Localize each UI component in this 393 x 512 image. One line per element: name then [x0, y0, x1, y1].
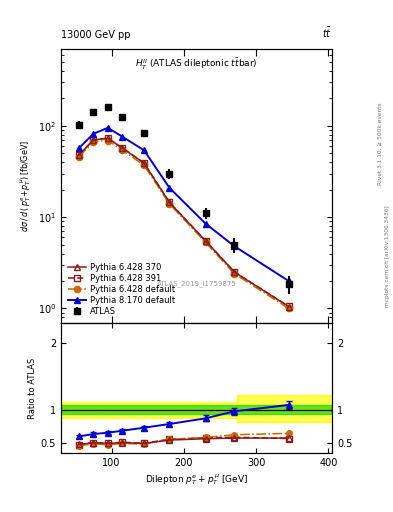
Line: Pythia 6.428 391: Pythia 6.428 391: [76, 135, 292, 309]
Pythia 8.170 default: [167, 185, 172, 191]
Pythia 6.428 391: [286, 303, 291, 309]
Pythia 6.428 default: [167, 201, 172, 207]
Pythia 8.170 default: [106, 125, 110, 131]
Pythia 6.428 391: [91, 137, 96, 143]
Text: $t\bar{t}$: $t\bar{t}$: [322, 26, 332, 40]
Line: Pythia 8.170 default: Pythia 8.170 default: [76, 125, 292, 284]
Pythia 6.428 default: [232, 271, 237, 277]
X-axis label: Dilepton $p_T^e + p_T^{\,\mu}$ [GeV]: Dilepton $p_T^e + p_T^{\,\mu}$ [GeV]: [145, 472, 248, 487]
Pythia 6.428 370: [286, 304, 291, 310]
Pythia 6.428 391: [77, 152, 81, 158]
Pythia 6.428 391: [120, 145, 125, 151]
Pythia 6.428 391: [203, 238, 208, 244]
Pythia 6.428 370: [142, 160, 147, 166]
Text: $H_T^{ll}$ (ATLAS dileptonic $t\bar{t}$bar): $H_T^{ll}$ (ATLAS dileptonic $t\bar{t}$b…: [135, 57, 258, 72]
Pythia 6.428 370: [106, 135, 110, 141]
Pythia 6.428 default: [286, 306, 291, 312]
Pythia 8.170 default: [77, 145, 81, 151]
Pythia 8.170 default: [142, 147, 147, 153]
Pythia 6.428 370: [77, 152, 81, 158]
Bar: [61, 405, 332, 414]
Bar: [237, 395, 332, 422]
Bar: [61, 401, 237, 418]
Pythia 6.428 370: [203, 238, 208, 244]
Y-axis label: $d\sigma\,/\,d\,(\,p_T^e\!+\!p_T^{\,\mu})\,[\mathrm{fb/GeV}]$: $d\sigma\,/\,d\,(\,p_T^e\!+\!p_T^{\,\mu}…: [19, 140, 33, 232]
Pythia 8.170 default: [203, 221, 208, 227]
Legend: Pythia 6.428 370, Pythia 6.428 391, Pythia 6.428 default, Pythia 8.170 default, : Pythia 6.428 370, Pythia 6.428 391, Pyth…: [65, 260, 178, 318]
Pythia 8.170 default: [286, 278, 291, 284]
Line: Pythia 6.428 370: Pythia 6.428 370: [76, 135, 292, 310]
Pythia 8.170 default: [232, 243, 237, 249]
Pythia 6.428 370: [167, 199, 172, 205]
Pythia 6.428 default: [106, 138, 110, 144]
Y-axis label: Ratio to ATLAS: Ratio to ATLAS: [28, 357, 37, 418]
Text: 13000 GeV pp: 13000 GeV pp: [61, 30, 130, 40]
Pythia 6.428 391: [232, 269, 237, 275]
Line: Pythia 6.428 default: Pythia 6.428 default: [76, 137, 292, 312]
Text: mcplots.cern.ch [arXiv:1306.3436]: mcplots.cern.ch [arXiv:1306.3436]: [385, 205, 389, 307]
Pythia 6.428 391: [106, 135, 110, 141]
Pythia 6.428 370: [120, 145, 125, 151]
Text: ATLAS_2019_I1759875: ATLAS_2019_I1759875: [157, 280, 236, 287]
Pythia 6.428 default: [203, 239, 208, 245]
Pythia 6.428 391: [167, 199, 172, 205]
Pythia 6.428 default: [142, 162, 147, 168]
Pythia 6.428 370: [232, 269, 237, 275]
Pythia 6.428 370: [91, 137, 96, 143]
Pythia 8.170 default: [120, 134, 125, 140]
Pythia 6.428 default: [77, 154, 81, 160]
Text: Rivet 3.1.10, ≥ 500k events: Rivet 3.1.10, ≥ 500k events: [378, 102, 383, 185]
Pythia 6.428 default: [120, 147, 125, 153]
Pythia 8.170 default: [91, 131, 96, 137]
Pythia 6.428 391: [142, 160, 147, 166]
Pythia 6.428 default: [91, 139, 96, 145]
